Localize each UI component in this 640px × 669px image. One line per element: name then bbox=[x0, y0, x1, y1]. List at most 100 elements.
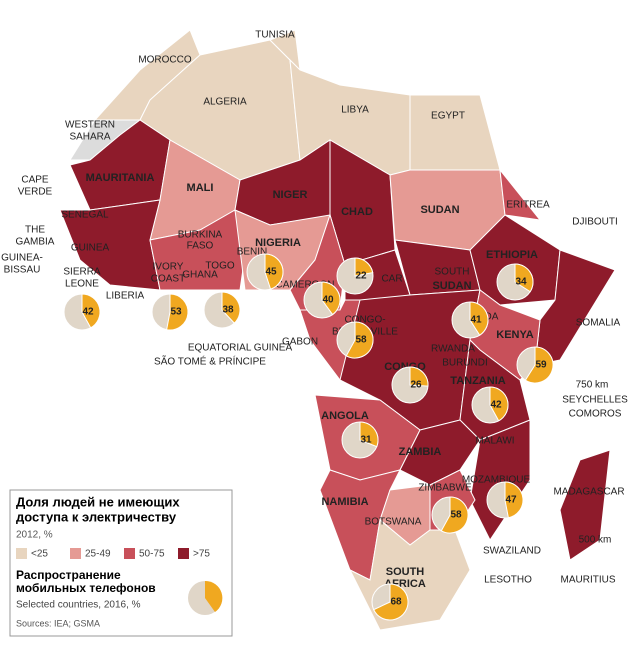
pie-wedge bbox=[489, 386, 509, 422]
map-label: CAPE bbox=[21, 175, 49, 186]
map-label: SAHARA bbox=[69, 132, 110, 143]
map-label: GUINEA- bbox=[1, 253, 43, 264]
pie-value: 26 bbox=[410, 380, 422, 391]
map-label: MADAGASCAR bbox=[553, 487, 624, 498]
map-label: SENEGAL bbox=[61, 210, 109, 221]
country bbox=[409, 94, 501, 171]
map-label: MOZAMBIQUE bbox=[462, 475, 531, 486]
pie-value: 42 bbox=[490, 400, 502, 411]
map-label: BOTSWANA bbox=[365, 517, 422, 528]
map-label: GAMBIA bbox=[16, 237, 55, 248]
map-label: SWAZILAND bbox=[483, 546, 541, 557]
legend-label: >75 bbox=[193, 549, 210, 560]
legend-label: <25 bbox=[31, 549, 48, 560]
map-label: CHAD bbox=[341, 206, 373, 218]
map-label: BURUNDI bbox=[442, 358, 488, 369]
map-label: ERITREA bbox=[506, 200, 550, 211]
map-label: SEYCHELLES bbox=[562, 395, 628, 406]
pie-legend-subtitle: Selected countries, 2016, % bbox=[16, 600, 141, 611]
pie-wedge bbox=[524, 346, 554, 384]
map-label: SUDAN bbox=[432, 280, 471, 292]
legend-swatch bbox=[70, 548, 81, 559]
map-label: IVORY bbox=[153, 262, 184, 273]
map-label: COAST bbox=[151, 274, 185, 285]
map-label: ANGOLA bbox=[321, 410, 369, 422]
map-label: MAURITIUS bbox=[561, 575, 616, 586]
pie-legend-wedge bbox=[205, 580, 223, 612]
pie-value: 41 bbox=[470, 315, 482, 326]
map-label: GABON bbox=[282, 337, 318, 348]
map-label: ALGERIA bbox=[203, 97, 247, 108]
pie-value: 58 bbox=[355, 335, 367, 346]
map-label: CAR bbox=[381, 274, 402, 285]
map-label: LEONE bbox=[65, 279, 99, 290]
map-label: BURKINA bbox=[178, 230, 223, 241]
map-label: FASO bbox=[187, 241, 214, 252]
pie-wedge bbox=[514, 263, 534, 293]
pie-value: 34 bbox=[515, 277, 527, 288]
pie-wedge bbox=[81, 293, 101, 329]
map-label: RWANDA bbox=[431, 344, 475, 355]
map-label: ZIMBABWE bbox=[418, 483, 472, 494]
legend-swatch bbox=[178, 548, 189, 559]
map-label: BISSAU bbox=[4, 265, 41, 276]
pie-value: 45 bbox=[265, 267, 277, 278]
pie-value: 38 bbox=[222, 305, 234, 316]
legend-label: 50-75 bbox=[139, 549, 165, 560]
country bbox=[559, 449, 611, 561]
map-label: CAMEROON bbox=[276, 280, 335, 291]
pie-legend-title: Распространение bbox=[16, 568, 121, 582]
map-label: THE bbox=[25, 225, 45, 236]
map-label: CONGO- bbox=[344, 315, 385, 326]
sources: Sources: IEA; GSMA bbox=[16, 618, 100, 628]
map-label: TANZANIA bbox=[450, 375, 505, 387]
pie-wedge bbox=[264, 253, 284, 290]
map-label: MALAWI bbox=[475, 436, 514, 447]
map-label: 500 km bbox=[579, 535, 612, 546]
pie-value: 22 bbox=[355, 271, 367, 282]
pie-value: 42 bbox=[82, 307, 94, 318]
pie-wedge bbox=[166, 293, 189, 331]
map-label: SOUTH bbox=[435, 267, 470, 278]
legend-swatch bbox=[124, 548, 135, 559]
pie-value: 53 bbox=[170, 307, 182, 318]
map-label: SUDAN bbox=[420, 204, 459, 216]
map-label: TOGO bbox=[205, 261, 234, 272]
pie-wedge bbox=[409, 366, 429, 387]
map-label: BENIN bbox=[237, 247, 268, 258]
pie-value: 31 bbox=[360, 435, 372, 446]
map-label: NAMIBIA bbox=[321, 496, 368, 508]
map-label: NIGER bbox=[273, 189, 308, 201]
legend-title: Доля людей не имеющих bbox=[16, 494, 180, 509]
pie-wedge bbox=[440, 496, 469, 534]
map-label: DJIBOUTI bbox=[572, 217, 618, 228]
map-label: EQUATORIAL GUINEA bbox=[188, 343, 293, 354]
map-label: LESOTHO bbox=[484, 575, 532, 586]
map-label: ZAMBIA bbox=[399, 446, 442, 458]
pie-wedge bbox=[221, 291, 241, 324]
legend-title: доступа к электричеству bbox=[16, 509, 177, 524]
pie-value: 47 bbox=[505, 495, 517, 506]
map-label: TUNISIA bbox=[255, 30, 295, 41]
map-label: SÃO TOMÉ & PRÍNCIPE bbox=[154, 355, 266, 368]
country bbox=[499, 168, 542, 221]
pie-wedge bbox=[354, 257, 374, 277]
map-label: SIERRA bbox=[63, 267, 101, 278]
map-label: 750 km bbox=[576, 380, 609, 391]
pie-value: 59 bbox=[535, 360, 547, 371]
pie-wedge bbox=[504, 481, 524, 519]
map-label: WESTERN bbox=[65, 120, 115, 131]
pie-value: 58 bbox=[450, 510, 462, 521]
map-label: MAURITANIA bbox=[86, 172, 155, 184]
pie-wedge bbox=[469, 301, 489, 336]
map-label: ETHIOPIA bbox=[486, 249, 538, 261]
map-label: GHANA bbox=[182, 270, 218, 281]
pie-value: 68 bbox=[390, 597, 402, 608]
pie-wedge bbox=[359, 421, 379, 448]
map-label: KENYA bbox=[496, 329, 534, 341]
legend-label: 25-49 bbox=[85, 549, 111, 560]
pie-value: 40 bbox=[322, 295, 334, 306]
map-label: GUINEA bbox=[71, 243, 110, 254]
map-label: LIBYA bbox=[341, 105, 369, 116]
